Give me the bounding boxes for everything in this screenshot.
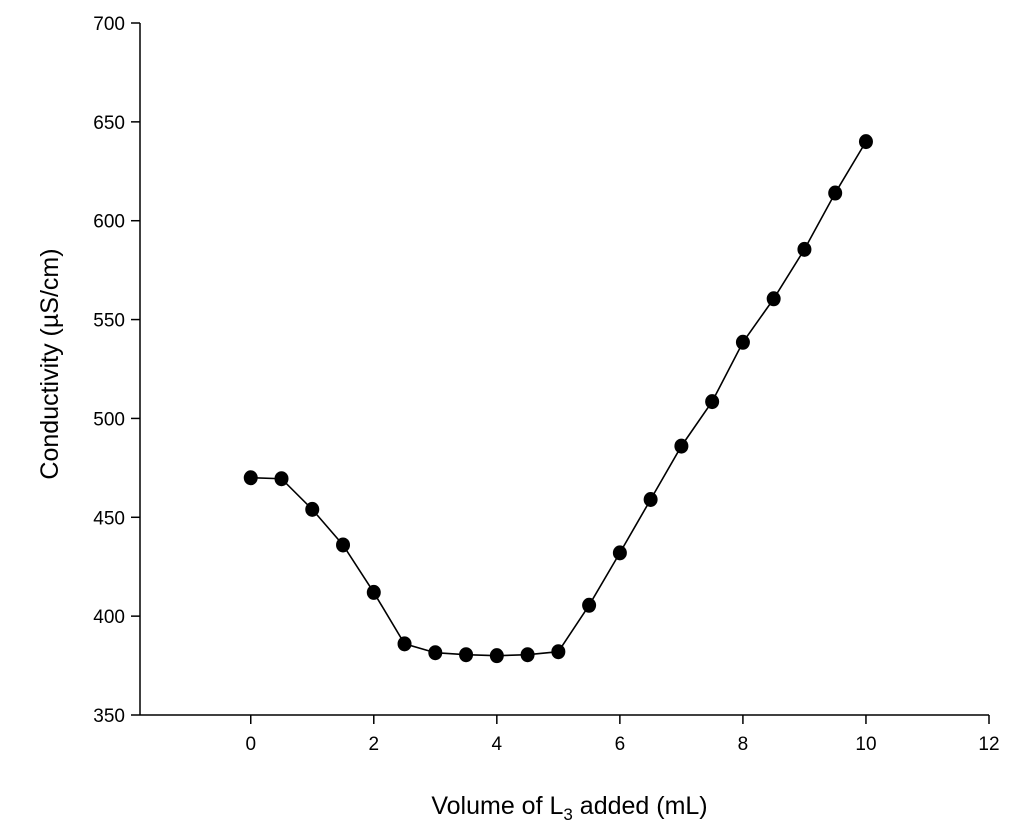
x-axis-title: Volume of L3 added (mL)	[431, 792, 707, 824]
y-tick-label: 600	[93, 212, 125, 233]
y-tick-label: 650	[93, 113, 125, 134]
y-axis-title: Conductivity (µS/cm)	[36, 248, 64, 479]
data-point	[858, 134, 873, 150]
y-axis-ticks: 350 400 450 500 550 600 650 700	[93, 14, 140, 727]
x-tick-label: 2	[368, 734, 379, 755]
data-point	[459, 647, 474, 663]
x-tick-label: 12	[978, 734, 999, 755]
data-point	[305, 501, 320, 517]
data-point	[274, 471, 289, 487]
x-tick-label: 10	[855, 734, 876, 755]
data-point	[797, 241, 812, 257]
series-line	[250, 141, 867, 657]
x-tick-label: 8	[738, 734, 749, 755]
x-axis-title-subscript: 3	[563, 805, 572, 824]
data-series	[243, 134, 873, 664]
y-tick-label: 500	[93, 409, 125, 430]
data-point	[397, 636, 412, 652]
axes	[139, 23, 989, 716]
data-point	[705, 394, 720, 410]
y-tick-label: 400	[93, 607, 125, 628]
y-tick-label: 550	[93, 311, 125, 332]
data-point	[828, 185, 843, 201]
y-tick-label: 350	[93, 706, 125, 727]
data-point	[674, 438, 689, 454]
data-point	[336, 537, 351, 553]
data-point	[582, 597, 597, 613]
y-tick-label: 450	[93, 508, 125, 529]
data-point	[735, 334, 750, 350]
y-tick-label: 700	[93, 14, 125, 35]
data-point	[520, 647, 535, 663]
x-axis-ticks: 0 2 4 6 8 10 12	[245, 715, 1000, 755]
data-point	[366, 584, 381, 600]
x-tick-label: 0	[245, 734, 256, 755]
data-point	[643, 491, 658, 507]
x-tick-label: 4	[492, 734, 503, 755]
data-point	[551, 644, 566, 660]
data-point	[243, 470, 258, 486]
data-point	[766, 291, 781, 307]
x-axis-title-rest: added (mL)	[573, 792, 708, 820]
x-tick-label: 6	[615, 734, 626, 755]
data-point	[489, 648, 504, 664]
x-axis-title-main: Volume of L	[431, 792, 563, 820]
data-point	[612, 545, 627, 561]
data-point	[428, 645, 443, 661]
